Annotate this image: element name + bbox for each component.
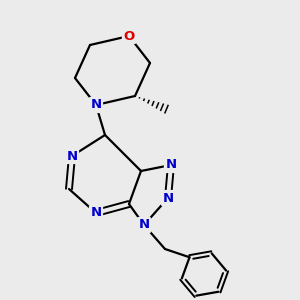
Text: N: N <box>90 98 102 112</box>
Text: N: N <box>90 206 102 220</box>
Text: N: N <box>138 218 150 232</box>
Text: N: N <box>66 149 78 163</box>
Text: N: N <box>162 191 174 205</box>
Text: N: N <box>165 158 177 172</box>
Text: O: O <box>123 29 135 43</box>
